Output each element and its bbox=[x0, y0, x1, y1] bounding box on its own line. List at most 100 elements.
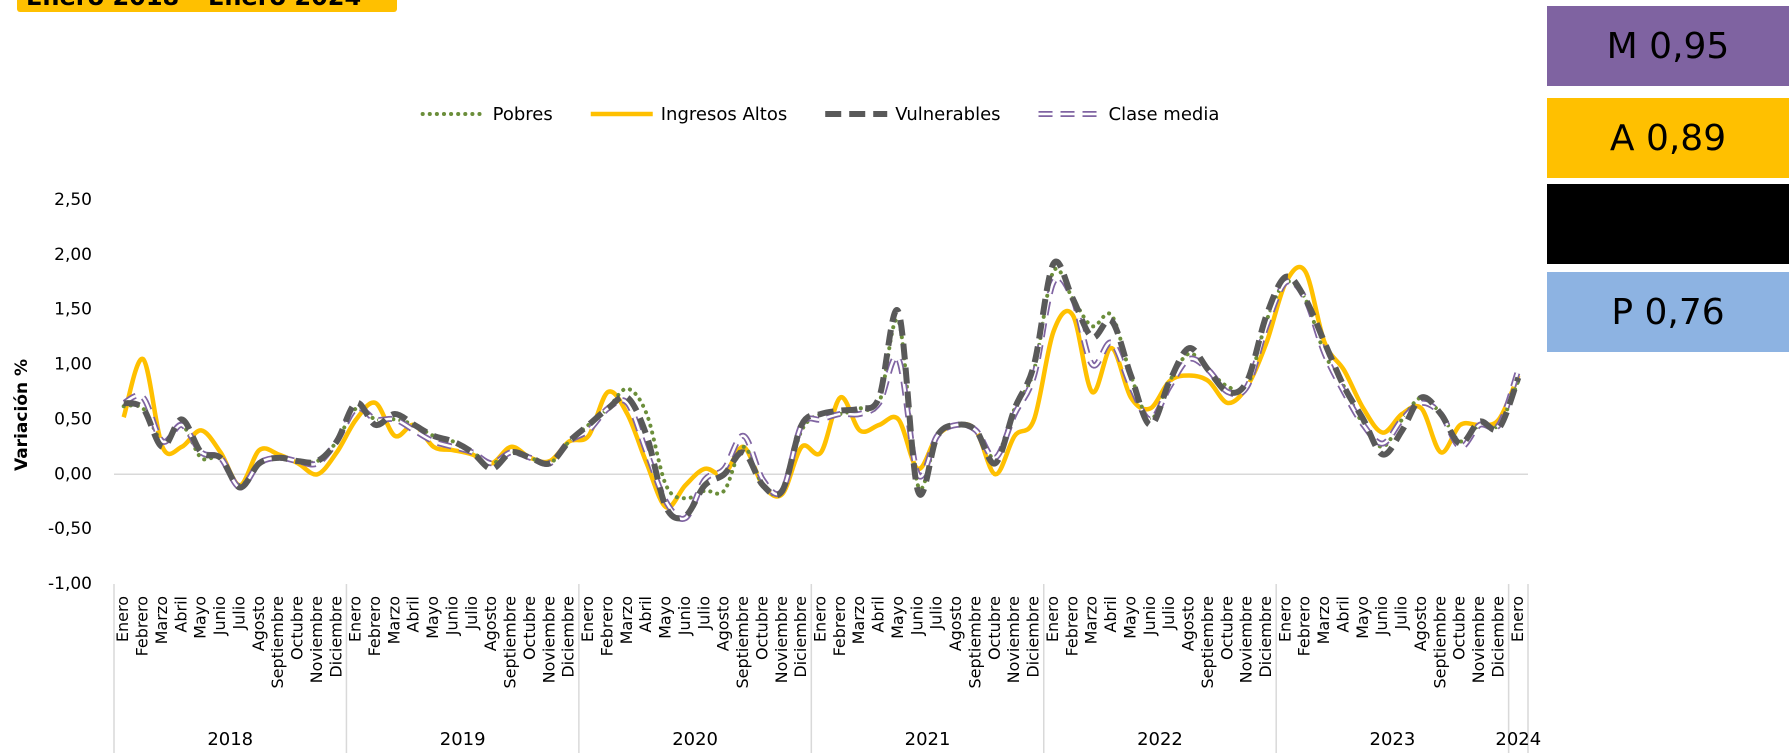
x-tick-label: Junio bbox=[1372, 596, 1391, 636]
legend: Pobres Ingresos Altos Vulnerables Clase med… bbox=[420, 104, 1219, 125]
x-tick-label: Marzo bbox=[617, 596, 636, 644]
x-tick-label: Enero bbox=[811, 596, 830, 642]
x-tick-label: Febrero bbox=[365, 596, 384, 656]
x-tick-label: Septiembre bbox=[1430, 596, 1449, 689]
x-tick-label: Abril bbox=[636, 596, 655, 633]
x-tick-label: Febrero bbox=[830, 596, 849, 656]
x-tick-label: Junio bbox=[442, 596, 461, 636]
x-tick-label: Mayo bbox=[191, 596, 210, 639]
legend-item: Pobres bbox=[420, 104, 553, 125]
legend-label: Pobres bbox=[493, 104, 553, 125]
x-tick-label: Agosto bbox=[1411, 596, 1430, 651]
x-tick-label: Julio bbox=[927, 596, 946, 631]
y-tick-label: -0,50 bbox=[48, 519, 92, 539]
year-label: 2020 bbox=[672, 729, 718, 750]
x-tick-label: Enero bbox=[1275, 596, 1294, 642]
x-tick-label: Septiembre bbox=[268, 596, 287, 689]
x-tick-label: Agosto bbox=[249, 596, 268, 651]
x-tick-label: Noviembre bbox=[539, 596, 558, 683]
x-tick-label: Octubre bbox=[288, 596, 307, 660]
x-tick-label: Julio bbox=[1392, 596, 1411, 631]
x-tick-label: Septiembre bbox=[733, 596, 752, 689]
x-tick-label: Mayo bbox=[888, 596, 907, 639]
x-tick-label: Noviembre bbox=[1469, 596, 1488, 683]
summary-box bbox=[1547, 272, 1789, 352]
year-label: 2019 bbox=[440, 729, 486, 750]
y-tick-label: 1,50 bbox=[54, 300, 92, 320]
x-tick-label: Febrero bbox=[133, 596, 152, 656]
summary-label: A 0,89 bbox=[1610, 118, 1726, 159]
year-label: 2018 bbox=[207, 729, 253, 750]
x-tick-label: Julio bbox=[229, 596, 248, 631]
x-tick-label: Octubre bbox=[752, 596, 771, 660]
summary-box bbox=[1547, 184, 1789, 264]
x-tick-label: Abril bbox=[171, 596, 190, 633]
x-tick-label: Abril bbox=[1333, 596, 1352, 633]
year-label: 2023 bbox=[1370, 729, 1416, 750]
x-tick-label: Noviembre bbox=[307, 596, 326, 683]
year-label: 2022 bbox=[1137, 729, 1183, 750]
x-tick-label: Diciembre bbox=[1256, 596, 1275, 678]
x-tick-label: Diciembre bbox=[326, 596, 345, 678]
x-tick-label: Julio bbox=[462, 596, 481, 631]
legend-label: Ingresos Altos bbox=[661, 104, 787, 125]
y-tick-label: 2,50 bbox=[54, 190, 92, 210]
line bbox=[122, 258, 1522, 522]
x-tick-label: Mayo bbox=[423, 596, 442, 639]
y-tick-label: -1,00 bbox=[48, 574, 92, 594]
x-tick-label: Marzo bbox=[152, 596, 171, 644]
summary-box bbox=[1547, 98, 1789, 178]
x-tick-label: Noviembre bbox=[1237, 596, 1256, 683]
y-tick-label: 0,00 bbox=[54, 464, 92, 484]
x-tick-label: Marzo bbox=[384, 596, 403, 644]
y-tick-label: 1,00 bbox=[54, 355, 92, 375]
legend-item: Vulnerables bbox=[825, 104, 1001, 125]
chart-title: Enero 2018 – Enero 2024 bbox=[26, 0, 361, 11]
summary-label: M 0,95 bbox=[1607, 26, 1730, 67]
x-tick-label: Octubre bbox=[985, 596, 1004, 660]
x-tick-label: Diciembre bbox=[791, 596, 810, 678]
x-tick-label: Noviembre bbox=[772, 596, 791, 683]
x-tick-label: Julio bbox=[694, 596, 713, 631]
x-tick-label: Enero bbox=[113, 596, 132, 642]
x-tick-label: Junio bbox=[210, 596, 229, 636]
y-axis-label: Variación % bbox=[12, 359, 32, 471]
x-tick-label: Agosto bbox=[481, 596, 500, 651]
x-tick-label: Abril bbox=[869, 596, 888, 633]
x-tick-label: Mayo bbox=[1353, 596, 1372, 639]
year-label: 2024 bbox=[1495, 729, 1541, 750]
x-tick-label: Abril bbox=[404, 596, 423, 633]
title-box bbox=[17, 0, 397, 12]
legend-item: Clase media bbox=[1038, 104, 1219, 125]
x-tick-label: Septiembre bbox=[1198, 596, 1217, 689]
x-tick-label: Octubre bbox=[1450, 596, 1469, 660]
line-inner bbox=[123, 276, 1520, 521]
x-tick-label: Diciembre bbox=[1024, 596, 1043, 678]
x-tick-label: Junio bbox=[1140, 596, 1159, 636]
x-tick-label: Marzo bbox=[849, 596, 868, 644]
x-tick-label: Febrero bbox=[1295, 596, 1314, 656]
x-tick-label: Septiembre bbox=[965, 596, 984, 689]
legend-item: Ingresos Altos bbox=[590, 104, 787, 125]
legend-label: Vulnerables bbox=[895, 104, 1000, 125]
line bbox=[122, 274, 1522, 522]
x-tick-label: Enero bbox=[1043, 596, 1062, 642]
x-tick-label: Junio bbox=[907, 596, 926, 636]
x-tick-label: Agosto bbox=[714, 596, 733, 651]
y-tick-label: 0,50 bbox=[54, 409, 92, 429]
x-tick-label: Noviembre bbox=[1004, 596, 1023, 683]
x-tick-label: Agosto bbox=[946, 596, 965, 651]
x-tick-label: Enero bbox=[578, 596, 597, 642]
x-tick-label: Marzo bbox=[1082, 596, 1101, 644]
x-tick-label: Marzo bbox=[1314, 596, 1333, 644]
x-tick-label: Febrero bbox=[1062, 596, 1081, 656]
x-tick-label: Agosto bbox=[1179, 596, 1198, 651]
x-tick-label: Diciembre bbox=[1488, 596, 1507, 678]
year-label: 2021 bbox=[905, 729, 951, 750]
x-tick-label: Abril bbox=[1101, 596, 1120, 633]
summary-box bbox=[1547, 6, 1789, 86]
x-tick-label: Julio bbox=[1159, 596, 1178, 631]
x-tick-label: Junio bbox=[675, 596, 694, 636]
x-tick-label: Diciembre bbox=[559, 596, 578, 678]
